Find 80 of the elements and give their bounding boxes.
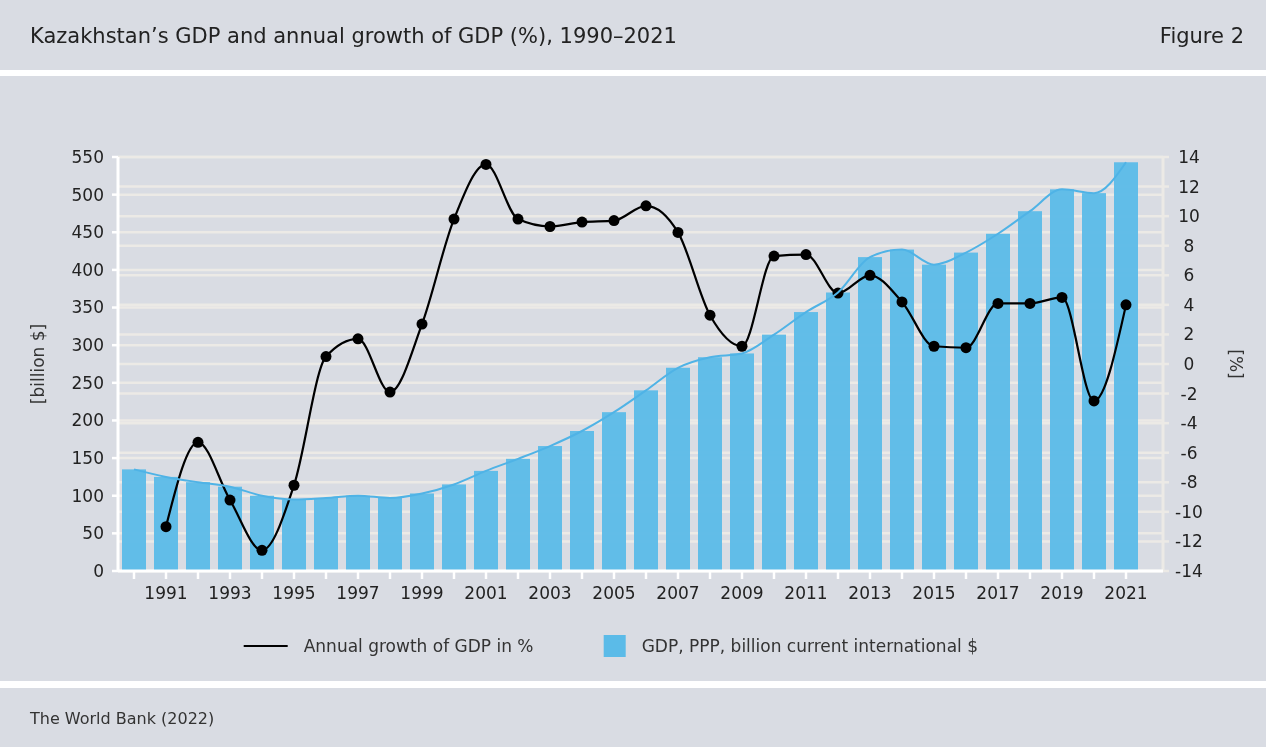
x-tick-label: 2017	[976, 583, 1020, 603]
point	[672, 226, 684, 238]
point	[448, 213, 460, 225]
point	[384, 386, 396, 398]
x-tick-label: 1991	[144, 583, 188, 603]
point	[160, 521, 172, 533]
y2-tick-label: 12	[1178, 176, 1200, 197]
x-tick-label: 2021	[1104, 583, 1148, 603]
y2-tick-label: -8	[1180, 472, 1198, 493]
x-tick-label: 1993	[208, 583, 252, 603]
y2-tick-label: -12	[1175, 531, 1203, 552]
x-tick-label: 2009	[720, 583, 764, 603]
y2-tick-label: -2	[1180, 383, 1198, 404]
point	[512, 213, 524, 225]
point	[544, 220, 556, 232]
point	[928, 340, 940, 352]
legend-label: Annual growth of GDP in %	[303, 635, 534, 656]
y2-tick-label: -10	[1175, 501, 1203, 522]
y-tick-label: 50	[82, 523, 104, 544]
point	[736, 340, 748, 352]
y2-tick-label: 4	[1183, 294, 1195, 315]
x-tick-label: 2005	[592, 583, 636, 603]
y2-tick-label: 10	[1178, 206, 1200, 227]
y-tick-label: 500	[71, 184, 104, 205]
y2-tick-label: 14	[1178, 146, 1200, 167]
caption: Figure 2	[1159, 24, 1244, 48]
point	[960, 342, 972, 354]
point	[608, 215, 620, 227]
y2-tick-label: 8	[1183, 235, 1195, 256]
point	[416, 318, 428, 330]
point	[640, 200, 652, 212]
text: The World Bank (2022)	[29, 709, 215, 728]
chart-title: Kazakhstan’s GDP and annual growth of GDP (%), 1990–2021	[30, 24, 677, 48]
point	[1056, 291, 1068, 303]
x-tick-label: 2003	[528, 583, 572, 603]
point	[480, 158, 492, 170]
y-axis-title: [billion $]	[28, 323, 48, 405]
y-tick-label: 100	[71, 485, 104, 506]
x-tick-label: 1997	[336, 583, 380, 603]
point	[320, 351, 332, 363]
point	[1024, 297, 1036, 309]
x-tick-label: 1995	[272, 583, 316, 603]
y-tick-label: 300	[71, 335, 104, 356]
point	[704, 309, 716, 321]
x-tick-label: 2019	[1040, 583, 1084, 603]
y-tick-label: 550	[71, 146, 104, 167]
point	[192, 436, 204, 448]
point	[896, 296, 908, 308]
y2-tick-label: 6	[1183, 265, 1195, 286]
y-tick-label: 250	[71, 372, 104, 393]
y2-tick-label: -6	[1180, 442, 1198, 463]
y-tick-label: 150	[71, 448, 104, 469]
x-tick-label: 2013	[848, 583, 892, 603]
y-tick-label: 450	[71, 222, 104, 243]
point	[800, 249, 812, 261]
point	[224, 494, 236, 506]
x-tick-label: 2011	[784, 583, 828, 603]
legend-label: GDP, PPP, billion current international $	[641, 635, 979, 656]
point	[992, 297, 1004, 309]
x-tick-label: 2015	[912, 583, 956, 603]
point	[576, 216, 588, 228]
point	[352, 333, 364, 345]
y-tick-label: 0	[93, 560, 104, 581]
y-tick-label: 350	[71, 297, 104, 318]
y-tick-label: 200	[71, 410, 104, 431]
y-tick-label: 400	[71, 259, 104, 280]
x-tick-label: 2001	[464, 583, 508, 603]
point	[288, 479, 300, 491]
point	[1088, 395, 1100, 407]
point	[1120, 299, 1132, 311]
y2-axis-title: [%]	[1226, 349, 1246, 379]
y2-tick-label: -14	[1175, 560, 1203, 581]
point	[768, 250, 780, 262]
y2-tick-label: -4	[1180, 413, 1198, 434]
point	[256, 544, 268, 556]
x-tick-label: 1999	[400, 583, 444, 603]
point	[864, 269, 876, 281]
y2-tick-label: 0	[1183, 353, 1195, 374]
x-tick-label: 2007	[656, 583, 700, 603]
y2-tick-label: 2	[1183, 324, 1195, 345]
